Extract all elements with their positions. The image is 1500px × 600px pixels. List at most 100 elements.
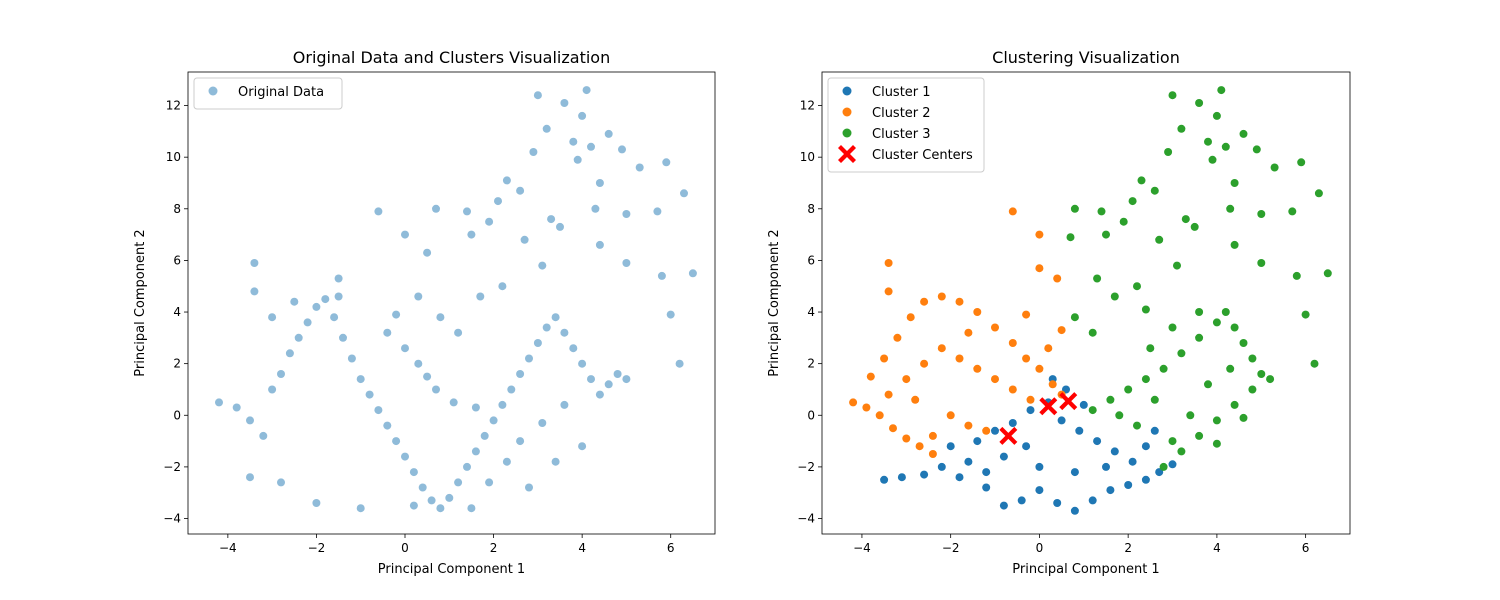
data-point	[498, 282, 507, 291]
data-point	[902, 434, 911, 443]
data-point	[1057, 326, 1066, 335]
y-tick-label: 6	[807, 253, 815, 267]
data-point	[897, 473, 906, 482]
legend-box	[193, 77, 343, 110]
data-point	[1102, 462, 1110, 471]
y-axis-label: Principal Component 2	[133, 229, 148, 376]
x-tick-label: 0	[1036, 541, 1044, 555]
data-point	[533, 91, 542, 100]
data-point	[467, 504, 476, 513]
data-point	[480, 431, 489, 440]
data-point	[467, 230, 476, 239]
data-point	[538, 419, 547, 427]
cluster-center-point	[999, 426, 1018, 445]
data-point	[964, 421, 973, 430]
data-point	[964, 457, 973, 466]
points-layer	[849, 86, 1332, 515]
data-point	[303, 318, 312, 327]
chart-panel-1: Original Data and Clusters Visualization…	[133, 48, 716, 577]
legend-label: Cluster 2	[872, 106, 931, 121]
cluster-center-point	[1059, 392, 1078, 411]
data-point	[880, 354, 889, 363]
data-point	[884, 287, 893, 296]
data-point	[1212, 416, 1221, 425]
data-point	[1017, 496, 1026, 505]
data-point	[1022, 354, 1031, 363]
data-point	[1053, 499, 1062, 507]
data-point	[884, 259, 893, 267]
data-point	[1119, 217, 1128, 226]
data-point	[911, 395, 920, 404]
y-tick-label: 6	[173, 253, 181, 267]
data-point	[1230, 240, 1239, 249]
data-point	[1177, 349, 1186, 358]
legend-label: Original Data	[238, 85, 324, 100]
data-point	[618, 145, 626, 154]
data-point	[1128, 197, 1137, 206]
y-tick-label: 0	[807, 408, 815, 422]
data-point	[1097, 207, 1106, 216]
axes-frame	[821, 71, 1351, 535]
data-point	[1230, 179, 1239, 187]
data-point	[1195, 333, 1204, 342]
data-point	[246, 416, 254, 425]
data-point	[1075, 426, 1084, 435]
data-point	[569, 137, 578, 146]
data-point	[982, 483, 991, 492]
data-point	[1155, 468, 1164, 477]
data-point	[1159, 364, 1168, 373]
legend-marker	[842, 107, 852, 117]
data-point	[356, 504, 365, 513]
data-point	[866, 372, 875, 381]
data-point	[849, 398, 858, 407]
data-point	[516, 186, 525, 195]
legend: Original Data	[193, 77, 343, 110]
data-point	[920, 470, 929, 479]
data-point	[1124, 481, 1133, 489]
data-point	[401, 452, 409, 461]
data-point	[991, 323, 999, 332]
data-point	[285, 349, 294, 358]
data-point	[339, 333, 347, 342]
x-axis-label: Principal Component 1	[378, 562, 525, 577]
data-point	[321, 295, 330, 304]
data-point	[1146, 344, 1155, 353]
data-point	[955, 297, 964, 306]
data-point	[1159, 462, 1168, 471]
data-point	[1310, 359, 1319, 368]
data-point	[1128, 457, 1137, 466]
data-point	[436, 313, 445, 322]
x-tick-label: −4	[219, 541, 237, 555]
x-tick-label: 6	[667, 541, 675, 555]
data-point	[1314, 189, 1323, 198]
data-point	[454, 328, 463, 337]
data-point	[1044, 344, 1053, 353]
data-point	[1195, 308, 1204, 316]
data-point	[920, 359, 929, 368]
data-point	[1177, 447, 1186, 456]
data-point	[290, 297, 299, 306]
data-point	[1239, 129, 1248, 138]
data-point	[1168, 323, 1177, 332]
data-point	[862, 403, 871, 412]
data-point	[1301, 310, 1310, 319]
data-point	[232, 403, 241, 412]
data-point	[1110, 292, 1119, 301]
data-point	[880, 475, 889, 484]
data-point	[516, 370, 525, 378]
data-point	[1190, 222, 1199, 231]
data-point	[1257, 370, 1266, 378]
data-point	[330, 313, 339, 322]
data-point	[334, 274, 343, 283]
data-point	[494, 197, 502, 206]
data-point	[569, 344, 578, 353]
y-tick-label: 2	[807, 357, 815, 371]
data-point	[920, 297, 929, 306]
data-point	[1297, 158, 1306, 167]
data-point	[259, 431, 268, 440]
data-point	[578, 359, 587, 368]
data-point	[502, 176, 511, 185]
data-point	[1141, 442, 1150, 451]
chart-title: Clustering Visualization	[992, 48, 1180, 67]
data-point	[604, 129, 613, 138]
